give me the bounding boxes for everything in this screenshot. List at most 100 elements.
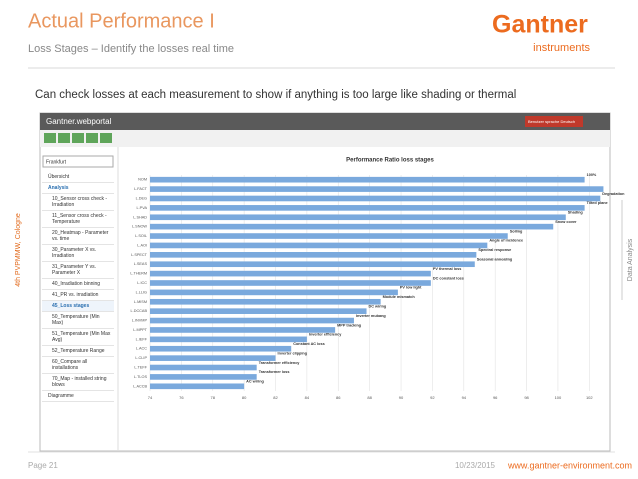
y-tick-label: L.IEFF — [136, 337, 148, 341]
y-tick-label: L.PVA — [137, 206, 148, 210]
y-tick-label: L.CLIP — [135, 356, 147, 360]
side-right: Data Analysis — [627, 238, 634, 281]
menu-item[interactable]: 41_PR vs. irradiation — [42, 290, 114, 301]
bar-label: Tilted plane — [587, 201, 608, 205]
x-tick-label: 76 — [179, 395, 184, 400]
bar — [150, 345, 292, 352]
tool-button[interactable] — [86, 133, 98, 143]
menu-item[interactable]: 70_Map - installed string blows — [42, 374, 114, 391]
logo-sub: instruments — [533, 42, 590, 54]
bar — [150, 327, 336, 333]
tool-button[interactable] — [72, 133, 84, 143]
bar — [150, 317, 354, 324]
menu-item[interactable]: Analysis — [42, 183, 114, 194]
bar — [150, 383, 245, 390]
headline: Can check losses at each measurement to … — [35, 89, 516, 101]
bar — [150, 270, 431, 277]
bar — [150, 374, 257, 380]
slide-title: Actual Performance I — [28, 10, 215, 32]
logo: Gantner — [492, 11, 588, 39]
menu-item[interactable]: 11_Sensor cross check - Temperature — [42, 211, 114, 228]
bar-label: Transformer efficiency — [259, 361, 301, 365]
x-tick-label: 88 — [367, 395, 372, 400]
bar-label: 100% — [587, 173, 597, 177]
bar — [150, 336, 307, 343]
y-tick-label: L.DCCAB — [131, 309, 148, 313]
bar — [150, 298, 381, 305]
menu-item[interactable]: 20_Heatmap - Parameter vs. time — [42, 228, 114, 245]
tool-button[interactable] — [58, 133, 70, 143]
side-left: 4th PVPMMW, Cologne — [15, 213, 22, 287]
menu-item[interactable]: 10_Sensor cross check - Irradiation — [42, 194, 114, 211]
site-select[interactable] — [42, 155, 114, 168]
menu-item[interactable]: 50_Temperature (Min Max) — [42, 312, 114, 329]
bar — [150, 289, 398, 296]
bar-label: Inverter mubang — [356, 314, 386, 318]
menu-item[interactable]: 40_Irradiation binning — [42, 279, 114, 290]
bar-label: Seasonal annealing — [477, 258, 513, 262]
y-tick-label: L.SPECT — [131, 253, 148, 257]
x-tick-label: 96 — [493, 395, 498, 400]
x-tick-label: 102 — [586, 395, 593, 400]
bar — [150, 308, 367, 314]
bar — [150, 355, 276, 361]
tool-button[interactable] — [44, 133, 56, 143]
y-tick-label: L.THERM — [130, 272, 147, 276]
url: www.gantner-environment.com — [507, 460, 632, 470]
bar-label: Shading — [568, 211, 584, 215]
menu-item[interactable]: Übersicht — [42, 172, 114, 183]
menu-item[interactable]: 52_Temperature Range — [42, 346, 114, 357]
x-tick-label: 98 — [524, 395, 529, 400]
bar-label: Angle of incidence — [489, 239, 523, 243]
y-tick-label: L.SOIL — [135, 234, 147, 238]
site-name: Frankfurt — [46, 159, 67, 165]
bar-label: Inverter clipping — [278, 351, 308, 355]
page-number: Page 21 — [28, 461, 58, 470]
bar-label: PV thermal loss — [433, 267, 462, 271]
x-tick-label: 86 — [336, 395, 341, 400]
tool-button[interactable] — [100, 133, 112, 143]
language-select[interactable] — [525, 116, 583, 127]
y-tick-label: L.ACCB — [133, 384, 147, 388]
bar-label: DC constant loss — [433, 276, 464, 280]
y-tick-label: L.MPPT — [133, 328, 147, 332]
bar-label: AC wiring — [246, 380, 264, 384]
bar — [150, 205, 585, 211]
x-tick-label: 78 — [211, 395, 216, 400]
x-tick-label: 90 — [399, 395, 404, 400]
y-tick-label: L.SHAD — [133, 215, 147, 219]
bar — [150, 223, 554, 230]
y-tick-label: L.SNOW — [132, 225, 147, 229]
menu-item[interactable]: 60_Compare all installations — [42, 357, 114, 374]
x-tick-label: 94 — [462, 395, 467, 400]
bar — [150, 242, 488, 249]
menu-item[interactable]: 45_Loss stages — [42, 301, 114, 312]
y-tick-label: L.TLOS — [134, 375, 148, 379]
portal-brand: Gantner.webportal — [46, 117, 112, 126]
toolbar — [40, 130, 610, 147]
menu-item[interactable]: 51_Temperature (Min Max Avg) — [42, 329, 114, 346]
bar — [150, 252, 477, 258]
y-tick-label: L.MISM — [134, 300, 147, 304]
x-tick-label: 74 — [148, 395, 153, 400]
bar-label: MPP tracking — [337, 323, 362, 327]
portal-header — [40, 113, 610, 130]
y-tick-label: L.FACT — [134, 187, 148, 191]
bar-label: Constant AC loss — [293, 342, 325, 346]
language-text: Benutzer sprache Deutsch — [528, 119, 575, 124]
y-tick-label: L.LLIG — [136, 290, 147, 294]
y-tick-label: NOM — [138, 178, 147, 182]
menu-item[interactable]: Diagramme — [42, 391, 114, 402]
bar-label: Spectral response — [478, 248, 511, 252]
slide-subtitle: Loss Stages – Identify the losses real t… — [28, 43, 234, 55]
menu-item[interactable]: 31_Parameter Y vs. Parameter X — [42, 262, 114, 279]
y-tick-label: L.ICC — [137, 281, 147, 285]
x-tick-label: 84 — [305, 395, 310, 400]
menu-item[interactable]: 30_Parameter X vs. Irradiation — [42, 245, 114, 262]
bar-label: Snow cover — [555, 220, 577, 224]
y-tick-label: L.INVMP — [132, 319, 148, 323]
x-tick-label: 100 — [555, 395, 562, 400]
y-tick-label: L.TEFF — [134, 366, 147, 370]
bar — [150, 280, 431, 286]
bar-label: DC wiring — [369, 304, 387, 308]
